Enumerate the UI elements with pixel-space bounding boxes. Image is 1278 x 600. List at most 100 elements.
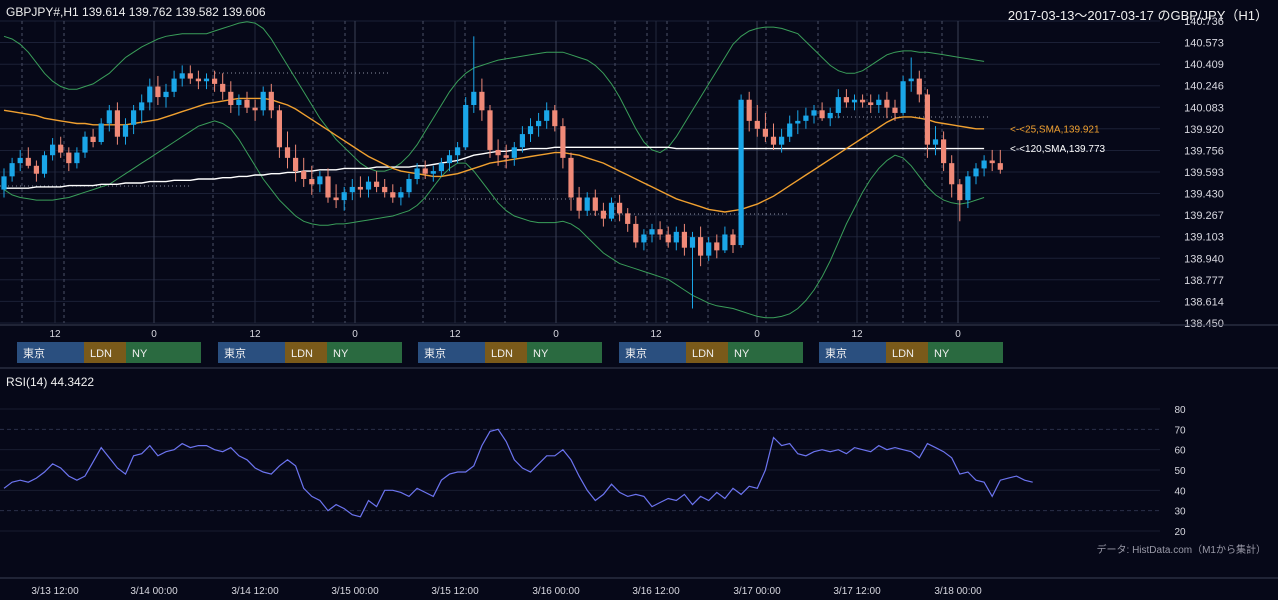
- date-tick-label: 3/14 12:00: [231, 586, 279, 597]
- candle-body-down: [989, 160, 995, 164]
- session-bar-tokyo: [17, 342, 84, 363]
- price-tick-label: 138.940: [1184, 253, 1224, 265]
- session-label: 東京: [424, 346, 446, 360]
- candle-body-up: [779, 136, 785, 145]
- candle-body-up: [139, 102, 145, 111]
- candle-body-up: [74, 152, 80, 164]
- session-label: LDN: [892, 348, 914, 360]
- candle-body-up: [795, 120, 801, 124]
- candle-body-down: [252, 107, 258, 111]
- candle-body-up: [973, 168, 979, 177]
- rsi-tick-label: 60: [1174, 446, 1186, 457]
- session-bar-tokyo: [218, 342, 285, 363]
- session-bar-newyork: [527, 342, 602, 363]
- candle-body-down: [212, 78, 218, 84]
- candle-body-up: [171, 78, 177, 92]
- candle-body-down: [187, 73, 193, 79]
- sma25-annotation: <-<25,SMA,139.921: [1010, 125, 1100, 136]
- candle-body-up: [608, 202, 615, 219]
- candle-body-up: [50, 144, 56, 156]
- price-tick-label: 139.920: [1184, 124, 1224, 136]
- sma120-annotation: <-<120,SMA,139.773: [1010, 144, 1106, 155]
- price-tick-label: 139.593: [1184, 167, 1224, 179]
- rsi-tick-label: 70: [1174, 425, 1186, 436]
- candle-body-down: [730, 234, 736, 246]
- candle-body-down: [195, 78, 201, 82]
- candle-body-down: [422, 168, 428, 174]
- candle-body-down: [633, 223, 639, 243]
- candle-body-down: [309, 179, 315, 185]
- candle-body-up: [341, 192, 347, 201]
- date-tick-label: 3/14 00:00: [130, 586, 178, 597]
- hour-tick-label: 0: [553, 329, 559, 340]
- date-tick-label: 3/15 12:00: [431, 586, 479, 597]
- candle-body-up: [932, 139, 939, 145]
- candle-body-down: [357, 186, 363, 190]
- candle-body-up: [406, 179, 412, 193]
- candle-body-down: [228, 91, 234, 106]
- candle-body-down: [868, 102, 874, 106]
- candle-body-up: [147, 86, 153, 103]
- candle-body-up: [430, 171, 436, 174]
- candle-body-up: [965, 176, 971, 201]
- session-bar-newyork: [126, 342, 201, 363]
- candle-body-up: [908, 78, 914, 82]
- candle-body-down: [244, 99, 250, 108]
- candle-body-up: [900, 81, 906, 113]
- candle-body-up: [511, 147, 517, 158]
- candle-body-down: [301, 171, 307, 180]
- candle-body-down: [479, 91, 485, 111]
- candle-body-up: [41, 155, 48, 174]
- session-bar-newyork: [928, 342, 1003, 363]
- candle-body-up: [349, 186, 355, 193]
- candle-body-down: [714, 242, 720, 251]
- candle-body-up: [787, 123, 793, 137]
- candle-body-down: [600, 210, 606, 219]
- candle-body-up: [519, 134, 525, 148]
- rsi-tick-label: 20: [1174, 527, 1186, 538]
- candle-body-up: [106, 110, 112, 124]
- price-tick-label: 138.777: [1184, 275, 1224, 287]
- price-tick-label: 140.083: [1184, 102, 1224, 114]
- candle-body-up: [17, 157, 23, 164]
- rsi-tick-label: 80: [1174, 405, 1186, 416]
- candle-body-up: [236, 99, 242, 106]
- session-label: LDN: [692, 348, 714, 360]
- price-tick-label: 139.430: [1184, 189, 1224, 201]
- price-tick-label: 139.103: [1184, 232, 1224, 244]
- candle-body-down: [276, 110, 282, 148]
- date-tick-label: 3/18 00:00: [934, 586, 982, 597]
- candle-body-up: [1, 176, 7, 190]
- candle-body-up: [851, 99, 858, 103]
- session-label: NY: [734, 348, 750, 360]
- candle-body-up: [82, 136, 88, 153]
- candle-body-down: [754, 120, 760, 129]
- candle-body-up: [544, 110, 550, 121]
- hour-tick-label: 0: [754, 329, 760, 340]
- hour-tick-label: 0: [151, 329, 157, 340]
- hour-tick-label: 12: [249, 329, 261, 340]
- date-tick-label: 3/17 12:00: [833, 586, 881, 597]
- candle-body-down: [625, 213, 631, 224]
- candle-body-down: [552, 110, 558, 127]
- candle-body-up: [203, 78, 210, 82]
- hour-tick-label: 0: [352, 329, 358, 340]
- candle-body-up: [811, 110, 817, 116]
- candle-body-down: [949, 163, 955, 185]
- rsi-tick-label: 30: [1174, 507, 1186, 518]
- candle-body-down: [333, 197, 339, 201]
- price-tick-label: 140.409: [1184, 59, 1224, 71]
- bollinger-upper-line: [3, 21, 985, 172]
- session-label: LDN: [291, 348, 313, 360]
- candle-body-up: [722, 234, 728, 251]
- candle-body-down: [268, 91, 274, 111]
- price-tick-label: 139.756: [1184, 145, 1224, 157]
- session-label: NY: [132, 348, 148, 360]
- candle-body-down: [997, 163, 1003, 170]
- candle-body-down: [892, 107, 898, 113]
- session-bar-newyork: [728, 342, 803, 363]
- candle-body-up: [365, 181, 372, 190]
- session-label: LDN: [90, 348, 112, 360]
- date-tick-label: 3/15 00:00: [331, 586, 379, 597]
- candle-body-up: [131, 110, 137, 125]
